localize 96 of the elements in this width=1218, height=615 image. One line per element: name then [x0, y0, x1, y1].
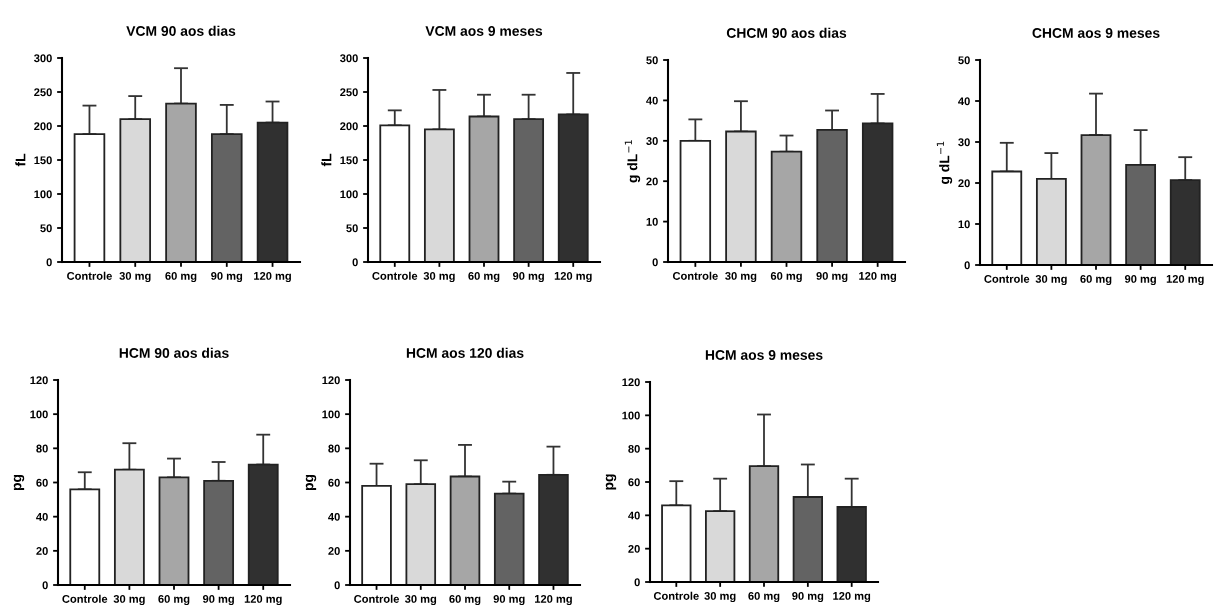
x-tick-label: 90 mg: [792, 591, 824, 603]
y-axis-title: pg: [305, 474, 317, 491]
x-tick-label: 90 mg: [493, 594, 525, 606]
y-tick-label: 200: [34, 122, 52, 131]
x-tick-label: 120 mg: [859, 271, 897, 283]
y-tick-label: 300: [34, 54, 52, 63]
y-tick-label: 250: [340, 88, 358, 97]
y-tick-label: 80: [328, 444, 340, 453]
x-tick-label: 30 mg: [119, 271, 151, 283]
x-tick-label: 120 mg: [1166, 274, 1204, 286]
x-tick-label: Controle: [984, 274, 1030, 283]
y-tick-label: 300: [340, 54, 358, 63]
y-tick-label: 150: [340, 156, 358, 165]
x-tick-label: 120 mg: [554, 271, 592, 283]
x-tick-label: 30 mg: [704, 591, 736, 603]
chart-title: VCM aos 9 meses: [425, 26, 543, 36]
x-tick-label: 60 mg: [1080, 274, 1112, 286]
y-axis-title: g dL$^{−1}$: [624, 140, 641, 183]
x-tick-label: 90 mg: [816, 271, 848, 283]
y-tick-label: 0: [634, 578, 640, 587]
x-tick-label: Controle: [653, 591, 699, 600]
y-tick-label: 0: [42, 581, 48, 590]
x-tick-label: 30 mg: [423, 271, 455, 283]
y-tick-label: 20: [958, 179, 970, 188]
y-tick-label: 40: [36, 512, 48, 521]
x-tick-label: 60 mg: [165, 271, 197, 283]
y-tick-label: 100: [34, 190, 52, 199]
y-tick-label: 120: [622, 378, 640, 387]
y-axis-title: fL: [321, 153, 332, 167]
y-tick-label: 80: [36, 444, 48, 453]
x-tick-label: Controle: [67, 271, 112, 280]
y-tick-label: 20: [628, 544, 640, 553]
y-tick-label: 30: [646, 137, 658, 145]
y-tick-label: 60: [328, 478, 340, 487]
y-tick-label: 50: [646, 56, 658, 65]
y-tick-label: 80: [628, 444, 640, 453]
x-tick-label: Controle: [62, 594, 108, 603]
y-tick-label: 50: [40, 224, 52, 233]
x-tick-label: 90 mg: [211, 271, 243, 283]
y-tick-label: 100: [340, 190, 358, 199]
chart-title: HCM aos 9 meses: [705, 350, 823, 360]
y-tick-label: 60: [628, 478, 640, 487]
x-tick-label: 120 mg: [244, 594, 282, 606]
y-tick-label: 20: [646, 177, 658, 186]
y-tick-label: 100: [622, 411, 640, 420]
y-axis-title: pg: [13, 474, 25, 491]
x-tick-label: 90 mg: [1124, 274, 1156, 286]
chart-title: HCM 90 aos dias: [119, 347, 229, 358]
x-tick-label: 30 mg: [113, 594, 145, 606]
x-tick-label: Controle: [372, 271, 418, 280]
x-tick-label: 90 mg: [202, 594, 234, 606]
x-tick-label: 60 mg: [468, 271, 500, 283]
chart-title: HCM aos 120 dias: [406, 347, 524, 358]
y-tick-label: 10: [958, 220, 970, 229]
x-tick-label: 30 mg: [404, 594, 437, 606]
x-tick-label: 60 mg: [158, 594, 190, 606]
y-tick-label: 50: [958, 56, 970, 65]
x-tick-label: 30 mg: [725, 271, 757, 283]
y-tick-label: 100: [322, 410, 340, 419]
chart-title: CHCM aos 9 meses: [1032, 28, 1160, 38]
y-tick-label: 0: [46, 258, 52, 267]
y-tick-label: 150: [34, 156, 52, 165]
x-tick-label: 60 mg: [449, 594, 481, 606]
chart-title: VCM 90 aos dias: [126, 25, 236, 36]
y-tick-label: 10: [646, 217, 658, 226]
y-tick-label: 0: [352, 258, 358, 267]
y-tick-label: 200: [340, 122, 358, 131]
x-tick-label: 60 mg: [770, 271, 802, 283]
chart-title: CHCM 90 aos dias: [726, 27, 847, 38]
y-tick-label: 250: [34, 88, 52, 97]
y-tick-label: 30: [958, 138, 970, 147]
y-tick-label: 20: [328, 547, 340, 555]
y-tick-label: 0: [652, 258, 658, 267]
y-tick-label: 40: [628, 511, 640, 520]
y-tick-label: 100: [30, 410, 48, 419]
x-tick-label: 90 mg: [512, 271, 544, 283]
y-tick-label: 0: [964, 261, 970, 270]
x-tick-label: 120 mg: [833, 591, 871, 603]
y-tick-label: 120: [30, 376, 48, 385]
y-axis-title: g dL$^{−1}$: [936, 141, 953, 185]
x-tick-label: 30 mg: [1035, 274, 1067, 286]
y-tick-label: 40: [646, 96, 658, 105]
x-tick-label: Controle: [354, 594, 399, 603]
y-tick-label: 50: [346, 224, 358, 233]
x-tick-label: Controle: [672, 271, 718, 280]
y-tick-label: 40: [328, 512, 340, 521]
y-tick-label: 120: [322, 376, 340, 385]
y-tick-label: 60: [36, 478, 48, 487]
x-tick-label: 120 mg: [535, 594, 572, 606]
y-tick-label: 0: [334, 581, 340, 590]
x-tick-label: 120 mg: [254, 271, 291, 283]
y-axis-title: pg: [605, 474, 617, 490]
x-tick-label: 60 mg: [748, 591, 780, 603]
y-axis-title: fL: [15, 153, 26, 167]
y-tick-label: 40: [958, 97, 970, 106]
y-tick-label: 20: [36, 547, 48, 555]
